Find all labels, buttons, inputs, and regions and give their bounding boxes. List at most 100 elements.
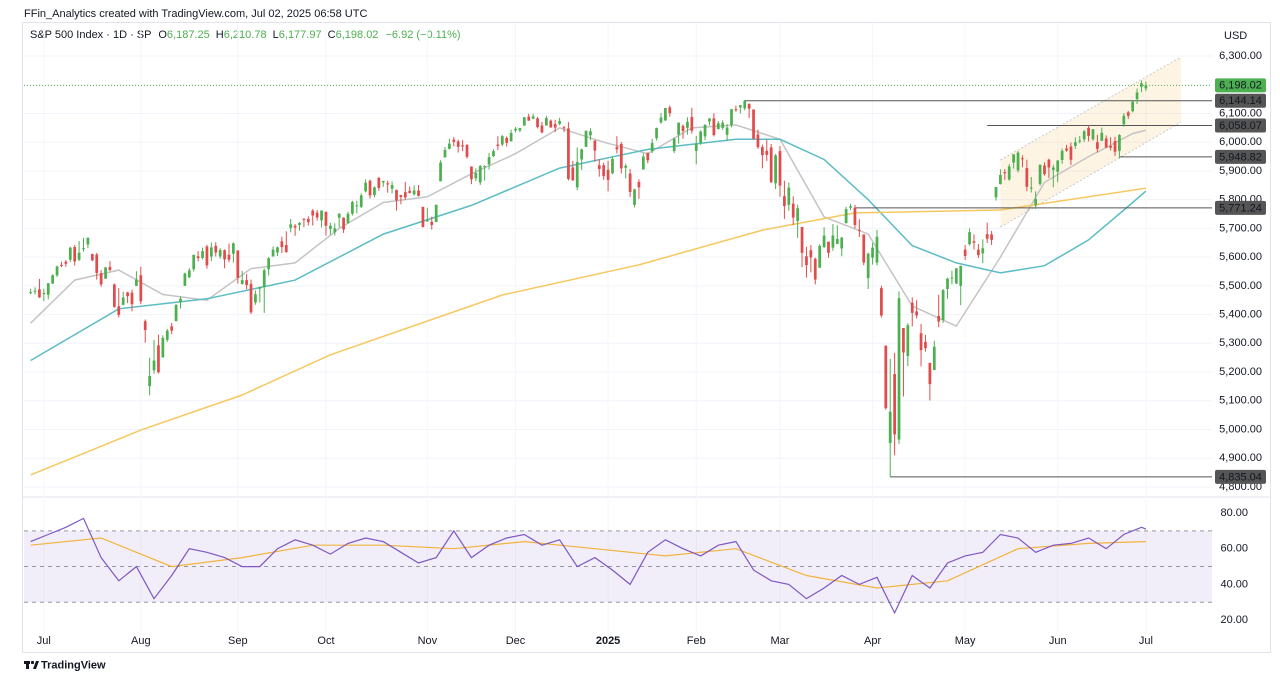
y-tick-label: 5,000.00 bbox=[1219, 423, 1262, 435]
candle-body bbox=[293, 225, 297, 228]
rsi-tick-label: 40.00 bbox=[1220, 578, 1248, 590]
x-tick-label: Nov bbox=[418, 635, 438, 647]
y-tick-label: 5,500.00 bbox=[1219, 280, 1262, 292]
candle-body bbox=[549, 120, 553, 128]
rsi-tick-label: 80.00 bbox=[1220, 507, 1248, 519]
candle-body bbox=[849, 206, 852, 208]
y-tick-label: 5,100.00 bbox=[1219, 395, 1262, 407]
candle-body bbox=[232, 243, 235, 254]
candle-body bbox=[1043, 165, 1046, 175]
candle-body bbox=[822, 235, 826, 248]
candle-body bbox=[329, 225, 332, 229]
candle-body bbox=[284, 245, 288, 252]
candle-body bbox=[571, 167, 575, 181]
candle-body bbox=[390, 185, 394, 189]
candle-body bbox=[888, 411, 892, 443]
candle-body bbox=[408, 190, 412, 194]
candle-body bbox=[1135, 92, 1139, 100]
candle-body bbox=[1007, 166, 1011, 180]
candle-body bbox=[897, 298, 901, 440]
currency: USD bbox=[1224, 30, 1247, 42]
candle-body bbox=[86, 237, 90, 245]
candle-body bbox=[699, 131, 703, 143]
candle-body bbox=[813, 258, 817, 280]
candle-body bbox=[827, 241, 830, 253]
candle-body bbox=[809, 250, 813, 258]
candle-body bbox=[1131, 101, 1135, 112]
candle-body bbox=[694, 143, 698, 151]
candle-body bbox=[505, 137, 509, 143]
candle-body bbox=[796, 208, 799, 221]
candle-body bbox=[271, 249, 275, 257]
candle-body bbox=[42, 293, 46, 295]
candle-body bbox=[1012, 154, 1015, 163]
legend-label: O bbox=[158, 29, 167, 41]
price-box-label: 6,058.07 bbox=[1219, 120, 1262, 132]
rsi-tick-label: 20.00 bbox=[1220, 614, 1248, 626]
candle-body bbox=[985, 234, 989, 239]
candle-body bbox=[664, 108, 667, 121]
candle-body bbox=[474, 172, 478, 179]
candle-body bbox=[227, 254, 231, 260]
candle-body bbox=[703, 124, 707, 137]
candle-body bbox=[818, 245, 822, 268]
x-tick-label: Jun bbox=[1049, 635, 1067, 647]
candle-body bbox=[853, 207, 857, 225]
candle-body bbox=[38, 289, 41, 298]
candle-body bbox=[835, 239, 839, 244]
price-box-label: 6,198.02 bbox=[1219, 80, 1262, 92]
candle-body bbox=[121, 297, 125, 305]
candle-body bbox=[90, 253, 94, 261]
candle-body bbox=[857, 229, 861, 231]
candle-body bbox=[478, 166, 482, 183]
candle-body bbox=[1122, 115, 1126, 125]
candle-body bbox=[1025, 168, 1029, 187]
x-tick-label: May bbox=[955, 635, 976, 647]
candle-body bbox=[668, 107, 672, 114]
candle-body bbox=[875, 236, 879, 263]
candle-body bbox=[791, 203, 795, 218]
candle-body bbox=[1118, 135, 1121, 151]
candle-body bbox=[95, 254, 99, 273]
candle-body bbox=[1113, 141, 1117, 152]
candle-body bbox=[395, 189, 398, 201]
moving-average bbox=[30, 138, 1147, 362]
candle-body bbox=[584, 130, 588, 147]
candle-body bbox=[783, 196, 786, 206]
y-tick-label: 5,700.00 bbox=[1219, 222, 1262, 234]
candle-body bbox=[373, 187, 376, 196]
candle-body bbox=[236, 250, 240, 278]
price-box bbox=[1215, 200, 1266, 215]
candle-body bbox=[906, 325, 910, 356]
candle-body bbox=[514, 128, 517, 131]
candle-body bbox=[342, 217, 345, 230]
candle-body bbox=[157, 345, 160, 373]
x-tick-label: Dec bbox=[506, 635, 526, 647]
y-tick-label: 4,900.00 bbox=[1219, 452, 1262, 464]
price-box bbox=[1215, 118, 1266, 133]
candle-body bbox=[245, 280, 248, 285]
candle-body bbox=[104, 267, 107, 279]
candle-body bbox=[289, 224, 293, 228]
candle-body bbox=[545, 118, 548, 126]
candle-body bbox=[1091, 129, 1095, 140]
candle-body bbox=[558, 120, 561, 124]
candle-body bbox=[483, 166, 487, 168]
candle-body bbox=[637, 181, 641, 188]
candle-body bbox=[337, 213, 341, 218]
candle-body bbox=[840, 237, 844, 249]
candle-body bbox=[1034, 199, 1038, 206]
candle-body bbox=[659, 117, 663, 123]
candle-body bbox=[99, 273, 103, 285]
candle-body bbox=[1144, 85, 1148, 89]
candle-body bbox=[201, 251, 204, 258]
candle-body bbox=[862, 234, 866, 263]
candle-body bbox=[522, 117, 526, 126]
y-tick-label: 5,900.00 bbox=[1219, 165, 1262, 177]
y-tick-label: 5,400.00 bbox=[1219, 308, 1262, 320]
candle-body bbox=[496, 144, 500, 146]
candle-body bbox=[359, 195, 363, 207]
candle-body bbox=[179, 298, 182, 303]
candle-body bbox=[686, 121, 689, 128]
candle-body bbox=[624, 165, 628, 168]
